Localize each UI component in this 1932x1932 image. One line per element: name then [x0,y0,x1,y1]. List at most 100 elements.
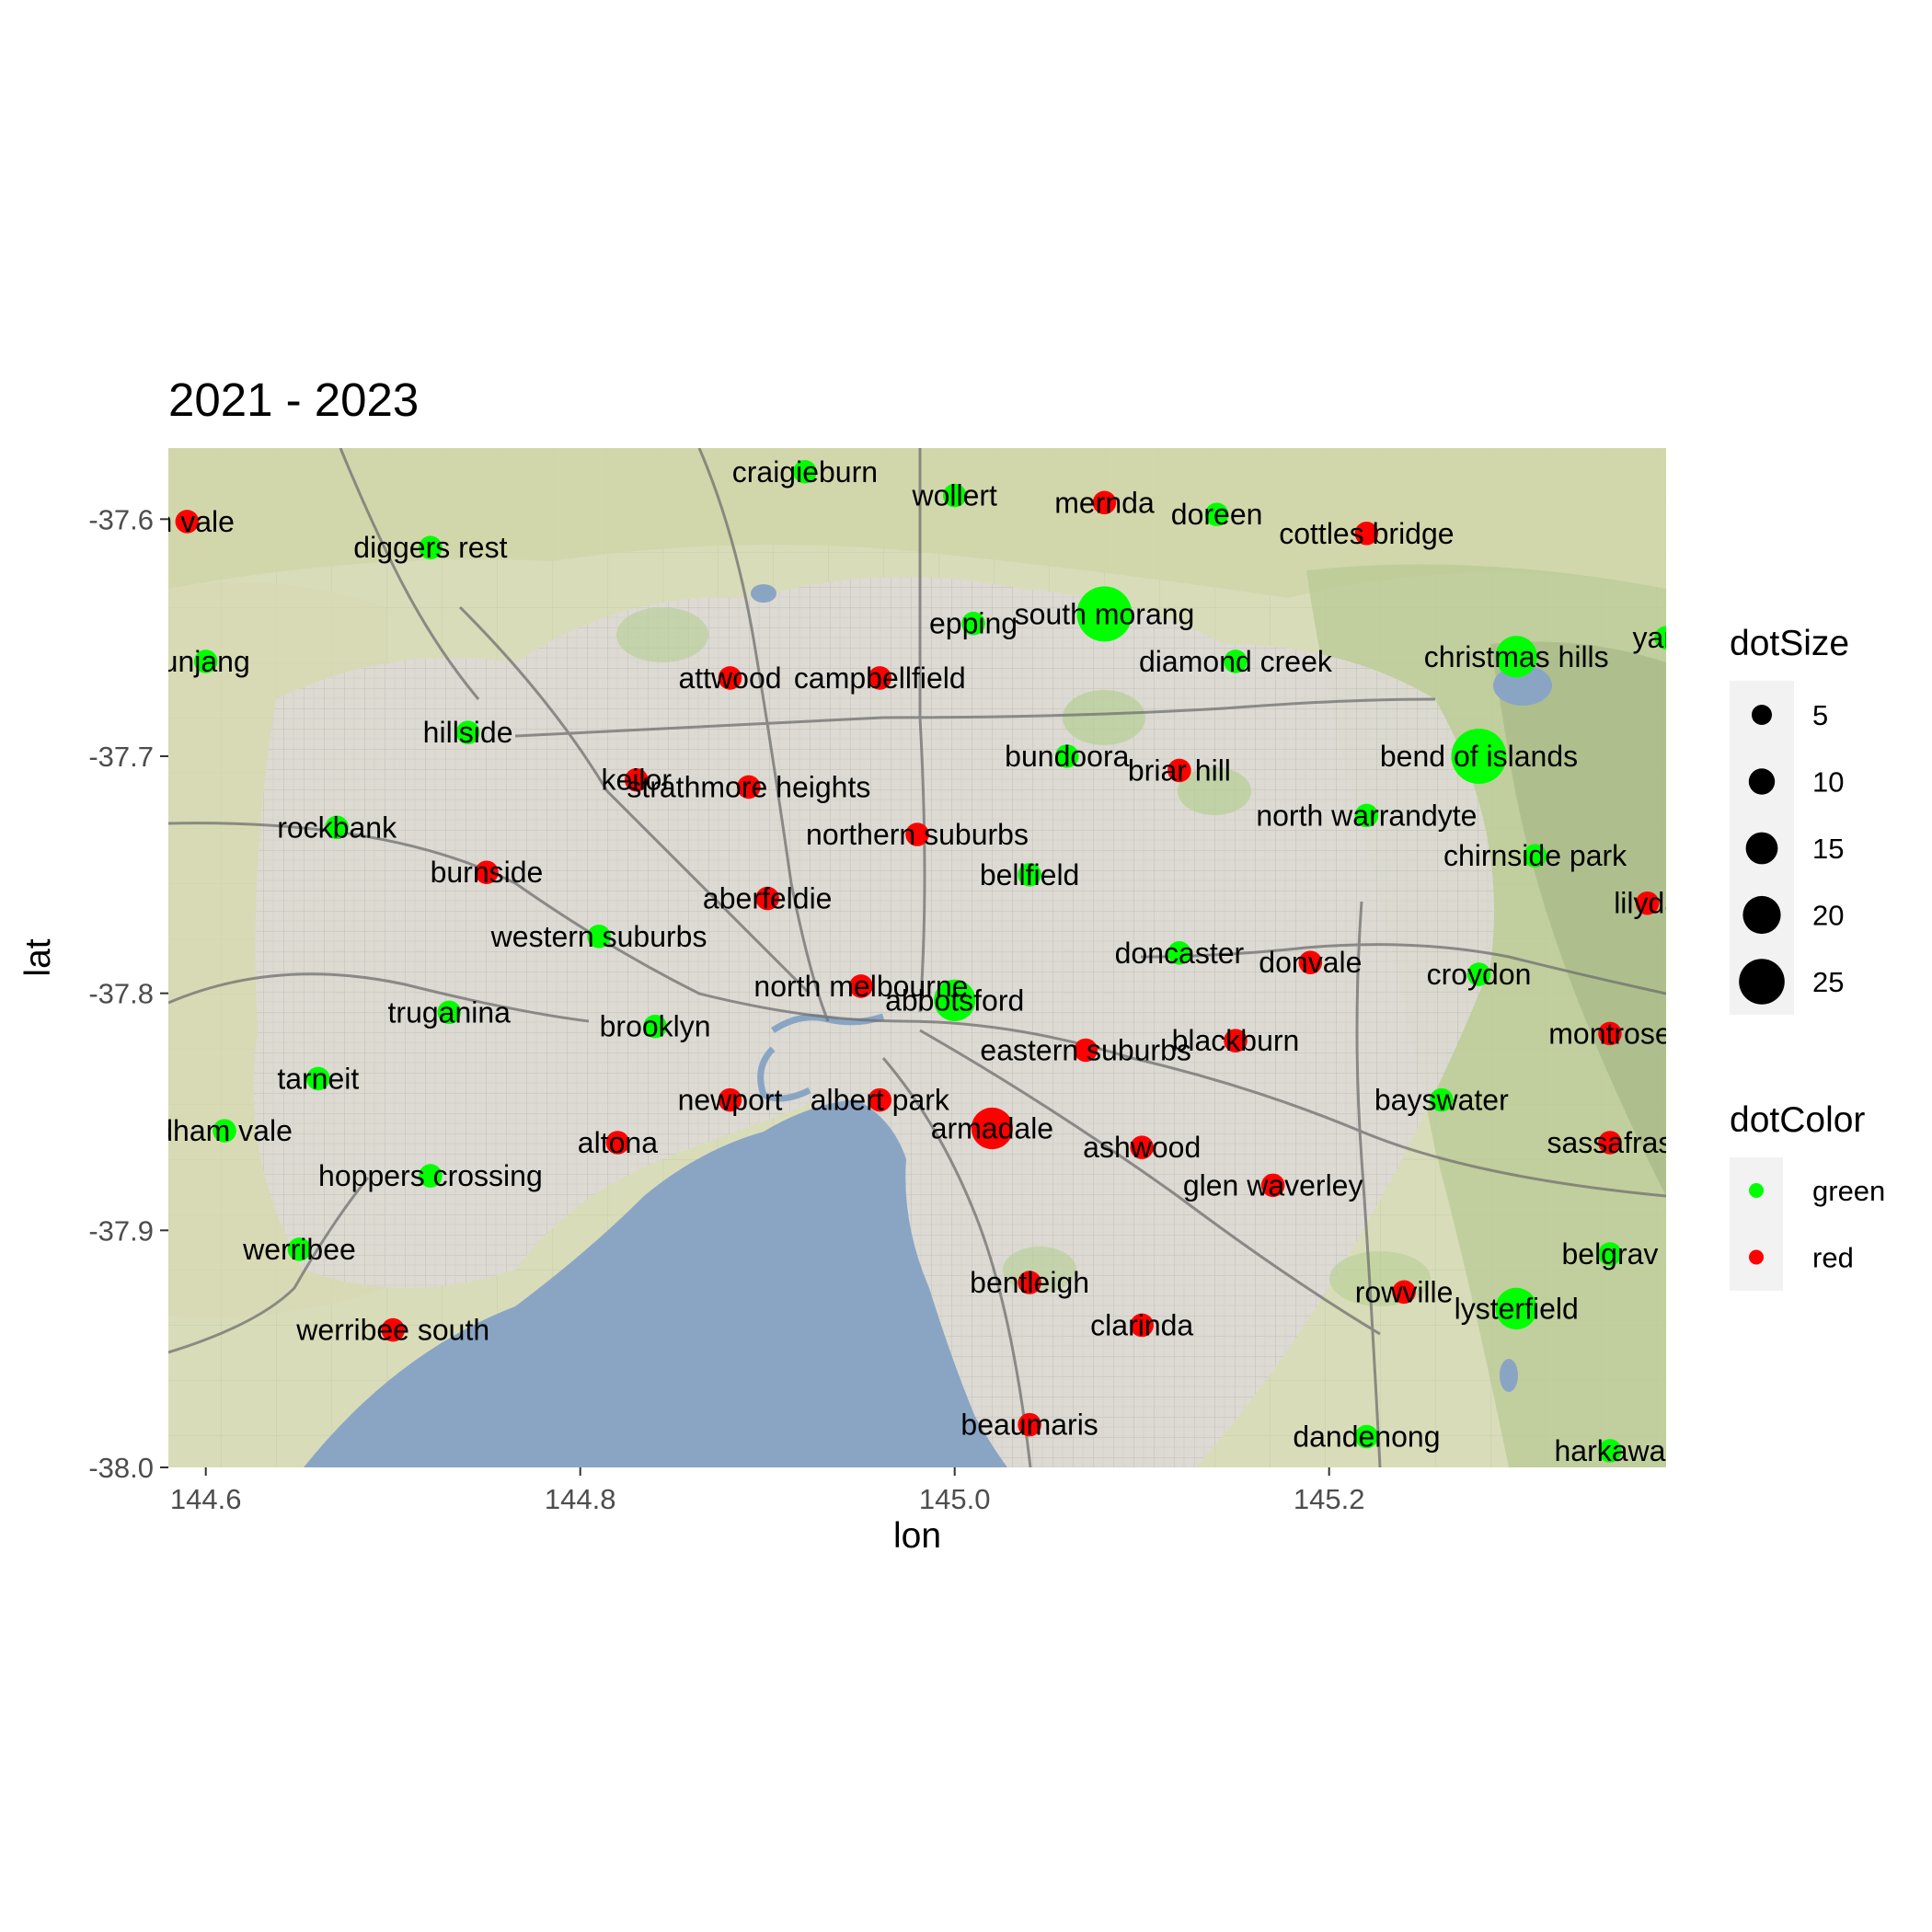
point-label-lilydale: lilyda [1614,887,1681,920]
legend-size-label: 5 [1812,699,1828,731]
point-label-albert-park: albert park [811,1084,950,1117]
point-bend-of-islands [1451,728,1507,784]
labels-layer: en vale diggers rest craigieburn wollert mer… [140,455,1681,1467]
point-label-belgrave: belgrav [1561,1237,1658,1271]
point-label-mernda: mernda [1054,486,1155,519]
point-label-bend-of-islands: bend of islands [1380,740,1578,773]
point-label-attwood: attwood [678,661,781,695]
point-rockbank [325,815,349,840]
point-chirnside-park [1523,844,1547,868]
legend-color-key-green [1749,1183,1764,1198]
point-hillside [455,720,480,744]
point-sassafras [1598,1131,1622,1155]
point-label-keilor: keilor [602,764,673,797]
y-axis: -37.6 -37.7 -37.8 -37.9 -38.0 [88,503,168,1484]
point-rowville [1392,1280,1416,1305]
point-label-eastern-suburbs: eastern suburbs [980,1033,1190,1066]
y-tick-label: -37.9 [88,1214,154,1247]
point-label-harkaway: harkawa [1554,1434,1665,1467]
point-lilydale [1635,891,1660,915]
point-werribee-south [381,1317,405,1342]
point-north-warrandyte [1354,803,1379,828]
point-label-wyndham-vale: dham vale [156,1114,293,1147]
legend-size-label: 15 [1812,833,1844,865]
point-harkaway [1598,1439,1622,1463]
point-diggers-rest [419,535,443,560]
point-label-tarneit: tarneit [277,1062,359,1095]
point-montrose [1598,1021,1622,1046]
point-label-campbellfield: campbellfield [794,661,966,695]
legend-color-title: dotColor [1730,1100,1865,1140]
map-panel: en vale diggers rest craigieburn wollert mer… [140,448,1681,1467]
x-tick-label: 144.6 [170,1483,242,1515]
point-bundoora [1055,744,1079,768]
point-label-bayswater: bayswater [1374,1084,1509,1117]
point-label-doncaster: doncaster [1115,937,1245,970]
point-label-wollert: wollert [911,479,997,512]
point-bellfield [1018,863,1041,887]
point-mernda [1092,490,1117,515]
legend-size-key [1745,832,1778,865]
point-strathmore-heights [737,775,761,799]
point-dandenong [1354,1424,1379,1449]
point-label-sassafras: sassafras [1547,1126,1673,1159]
point-doncaster [1167,941,1191,965]
point-label-doreen: doreen [1171,498,1263,531]
point-label-melton-vale: en vale [140,505,235,538]
point-label-montrose: montrose [1548,1017,1671,1050]
x-axis-title: lon [893,1516,941,1556]
point-bayswater [1430,1087,1454,1112]
point-label-craigieburn: craigieburn [732,455,878,489]
point-doreen [1204,502,1229,526]
point-label-aberfeldie: aberfeldie [703,882,833,915]
point-label-bunjang: unjang [162,645,250,678]
point-truganina [437,1000,462,1025]
point-brooklyn [643,1014,667,1039]
legend-size-title: dotSize [1730,624,1849,663]
map-reservoir [1500,1359,1518,1392]
map-park [1063,690,1145,745]
point-label-rockbank: rockbank [277,811,397,844]
legend-color-label: red [1812,1242,1854,1274]
point-label-diamond-creek: diamond creek [1139,645,1333,678]
point-werribee [287,1237,312,1261]
point-newport [718,1087,742,1112]
map-bay [304,1099,1007,1467]
points-layer [175,459,1666,1463]
point-croydon [1466,962,1491,986]
legend-dot-size: dotSize 5 10 15 20 25 [1730,624,1849,1015]
point-abbotsford [934,979,976,1022]
point-briar-hill [1167,758,1191,783]
point-tarneit [306,1066,330,1091]
point-label-croydon: croydon [1427,958,1532,991]
point-altona [605,1131,630,1155]
point-northern-suburbs [905,822,929,846]
point-label-ashwood: ashwood [1083,1131,1201,1164]
point-yarra [1654,626,1666,650]
point-north-melbourne [849,974,873,998]
point-label-north-warrandyte: north warrandyte [1256,799,1477,832]
point-label-truganina: truganina [388,995,512,1029]
point-label-chirnside-park: chirnside park [1443,839,1627,872]
point-keilor [624,767,649,792]
map-roads [168,448,1666,1467]
point-label-dandenong: dandenong [1293,1420,1440,1454]
point-cottles-bridge [1354,521,1379,546]
point-glen-waverley [1260,1173,1285,1198]
x-axis: 144.6 144.8 145.0 145.2 [170,1467,1365,1515]
point-label-western-suburbs: western suburbs [490,920,707,953]
point-label-brooklyn: brooklyn [600,1010,711,1043]
point-armadale [971,1107,1014,1150]
point-label-hillside: hillside [423,716,513,749]
point-craigieburn [793,459,817,484]
point-clarinda [1130,1313,1154,1338]
x-tick-label: 145.2 [1294,1483,1365,1515]
point-aberfeldie [755,886,779,911]
point-burnside [475,860,499,885]
map-terrain-north [168,448,1666,598]
point-bunjang [193,650,218,673]
point-label-rowville: rowville [1355,1275,1454,1308]
point-label-bellfield: bellfield [980,858,1080,891]
point-label-newport: newport [678,1084,783,1117]
point-label-northern-suburbs: northern suburbs [806,818,1029,851]
